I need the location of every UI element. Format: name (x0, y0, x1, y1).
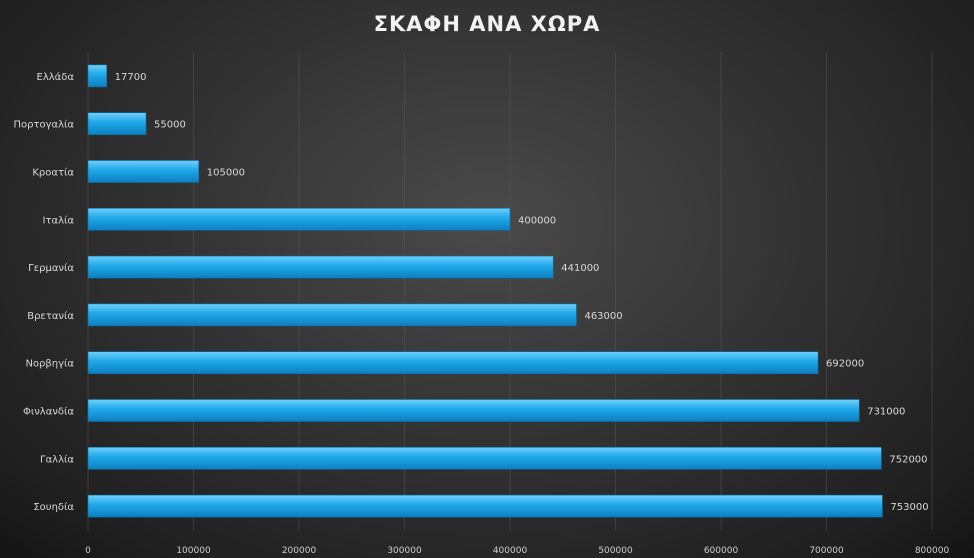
x-tick-label: 700000 (809, 546, 844, 556)
value-label: 463000 (584, 311, 622, 322)
bar (87, 399, 860, 422)
category-label: Νορβηγία (25, 358, 74, 370)
x-tick-label: 100000 (176, 546, 211, 556)
x-tick-label: 400000 (493, 546, 528, 556)
value-label: 400000 (518, 215, 556, 226)
bar (87, 351, 819, 375)
category-label: Γαλλία (40, 453, 74, 465)
bar (87, 112, 147, 135)
category-label: Βρετανία (27, 310, 74, 322)
category-label: Γερμανία (28, 262, 74, 274)
bar (87, 64, 107, 88)
bar (87, 494, 883, 518)
bar (87, 160, 200, 183)
bar (87, 208, 511, 231)
x-tick-label: 500000 (598, 546, 633, 556)
x-tick-label: 0 (85, 546, 91, 556)
x-tick-label: 200000 (282, 546, 317, 556)
value-label: 753000 (890, 502, 928, 513)
value-label: 731000 (867, 407, 905, 418)
bar (87, 446, 882, 470)
value-label: 441000 (561, 263, 599, 274)
chart-title: ΣΚΑΦΗ ΑΝΑ ΧΩΡΑ (373, 12, 601, 36)
value-label: 55000 (154, 120, 186, 131)
bar (87, 303, 577, 327)
value-label: 752000 (889, 454, 927, 465)
category-label: Κροατία (32, 167, 74, 179)
labels: 0 100000 200000 300000 400000 500000 600000 700… (13, 71, 949, 556)
bar (87, 255, 554, 279)
category-label: Ελλάδα (37, 71, 75, 83)
category-label: Σουηδία (33, 501, 74, 513)
x-tick-label: 300000 (387, 546, 422, 556)
category-label: Ιταλία (43, 214, 75, 226)
x-tick-label: 600000 (704, 546, 739, 556)
category-label: Πορτογαλία (13, 119, 74, 131)
bars (87, 64, 883, 518)
value-label: 692000 (826, 359, 864, 370)
value-label: 105000 (207, 168, 245, 179)
x-tick-label: 800000 (915, 546, 950, 556)
value-label: 17700 (115, 72, 147, 83)
category-label: Φινλανδία (23, 406, 74, 418)
